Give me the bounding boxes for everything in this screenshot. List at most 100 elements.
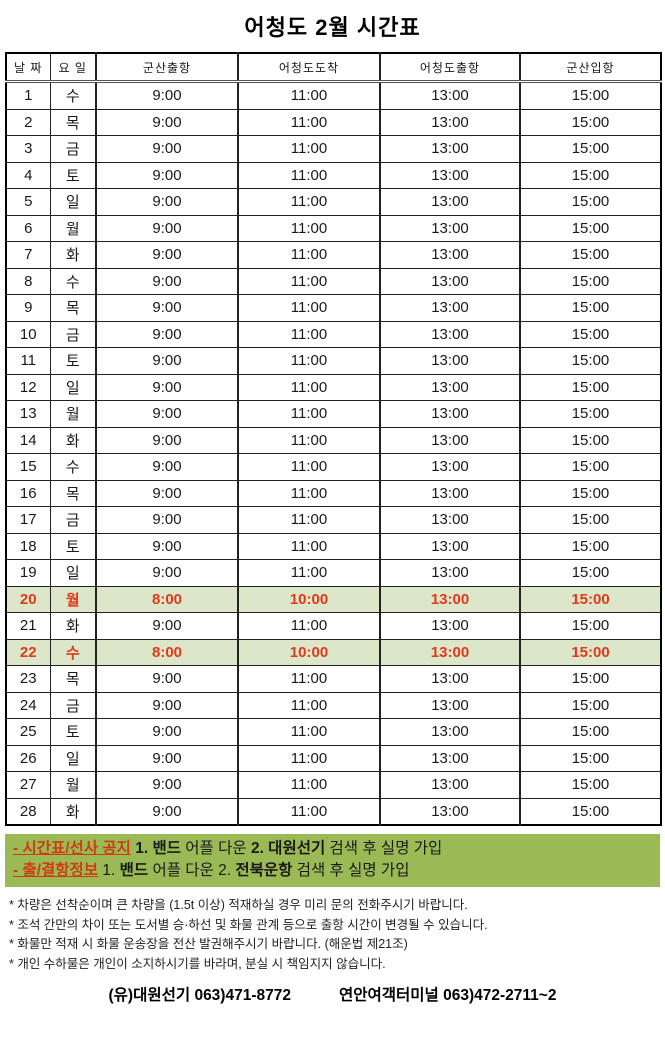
gunsan-depart-cell: 9:00 bbox=[95, 294, 239, 322]
eocheongdo-arrive-cell: 11:00 bbox=[237, 453, 381, 481]
gunsan-arrive-cell: 15:00 bbox=[519, 559, 662, 587]
gunsan-arrive-cell: 15:00 bbox=[519, 771, 662, 799]
gunsan-depart-cell: 9:00 bbox=[95, 797, 239, 826]
day-cell: 월 bbox=[49, 400, 97, 428]
table-row: 22 수 8:00 10:00 13:00 15:00 bbox=[5, 638, 662, 666]
notice-line: - 시간표/선사 공지 1. 밴드 어플 다운 2. 대원선기 검색 후 실명 … bbox=[13, 838, 652, 860]
eocheongdo-depart-cell: 13:00 bbox=[379, 665, 521, 693]
day-cell: 수 bbox=[49, 638, 97, 666]
table-row: 18 토 9:00 11:00 13:00 15:00 bbox=[5, 532, 662, 560]
table-row: 2 목 9:00 11:00 13:00 15:00 bbox=[5, 108, 662, 136]
table-row: 28 화 9:00 11:00 13:00 15:00 bbox=[5, 797, 662, 826]
eocheongdo-arrive-cell: 11:00 bbox=[237, 188, 381, 216]
eocheongdo-arrive-cell: 11:00 bbox=[237, 797, 381, 826]
eocheongdo-depart-cell: 13:00 bbox=[379, 744, 521, 772]
eocheongdo-arrive-cell: 11:00 bbox=[237, 294, 381, 322]
notice-segment: - 시간표/선사 공지 bbox=[13, 840, 131, 857]
table-row: 14 화 9:00 11:00 13:00 15:00 bbox=[5, 426, 662, 454]
gunsan-depart-cell: 9:00 bbox=[95, 188, 239, 216]
gunsan-arrive-cell: 15:00 bbox=[519, 638, 662, 666]
gunsan-depart-cell: 9:00 bbox=[95, 559, 239, 587]
header-gunsan-depart: 군산출항 bbox=[95, 52, 239, 83]
eocheongdo-depart-cell: 13:00 bbox=[379, 241, 521, 269]
footnote-line: * 화물만 적재 시 화물 운송장을 전산 발권해주시기 바랍니다. (해운법 … bbox=[9, 937, 408, 951]
gunsan-arrive-cell: 15:00 bbox=[519, 214, 662, 242]
notice-segment: 1. bbox=[98, 862, 120, 879]
header-day: 요 일 bbox=[49, 52, 97, 83]
date-cell: 13 bbox=[5, 400, 51, 428]
day-cell: 목 bbox=[49, 108, 97, 136]
gunsan-arrive-cell: 15:00 bbox=[519, 691, 662, 719]
day-cell: 화 bbox=[49, 797, 97, 826]
eocheongdo-arrive-cell: 11:00 bbox=[237, 267, 381, 295]
footnote-line: * 차량은 선착순이며 큰 차량을 (1.5t 이상) 적재하실 경우 미리 문… bbox=[9, 898, 468, 912]
notice-segment: 어플 다운 bbox=[180, 840, 251, 857]
contact-footer: (유)대원선기 063)471-8772 연안여객터미널 063)472-271… bbox=[5, 983, 660, 1005]
gunsan-depart-cell: 9:00 bbox=[95, 81, 239, 110]
date-cell: 27 bbox=[5, 771, 51, 799]
eocheongdo-arrive-cell: 11:00 bbox=[237, 691, 381, 719]
gunsan-arrive-cell: 15:00 bbox=[519, 241, 662, 269]
table-row: 9 목 9:00 11:00 13:00 15:00 bbox=[5, 294, 662, 322]
gunsan-depart-cell: 9:00 bbox=[95, 612, 239, 640]
notice-line: - 출/결항정보 1. 밴드 어플 다운 2. 전북운항 검색 후 실명 가입 bbox=[13, 860, 652, 882]
day-cell: 금 bbox=[49, 506, 97, 534]
day-cell: 금 bbox=[49, 320, 97, 348]
date-cell: 12 bbox=[5, 373, 51, 401]
gunsan-depart-cell: 9:00 bbox=[95, 744, 239, 772]
day-cell: 수 bbox=[49, 453, 97, 481]
gunsan-depart-cell: 9:00 bbox=[95, 347, 239, 375]
day-cell: 수 bbox=[49, 267, 97, 295]
date-cell: 18 bbox=[5, 532, 51, 560]
day-cell: 월 bbox=[49, 771, 97, 799]
gunsan-arrive-cell: 15:00 bbox=[519, 373, 662, 401]
gunsan-depart-cell: 9:00 bbox=[95, 161, 239, 189]
eocheongdo-arrive-cell: 10:00 bbox=[237, 585, 381, 613]
eocheongdo-depart-cell: 13:00 bbox=[379, 188, 521, 216]
eocheongdo-depart-cell: 13:00 bbox=[379, 426, 521, 454]
eocheongdo-arrive-cell: 11:00 bbox=[237, 347, 381, 375]
date-cell: 25 bbox=[5, 718, 51, 746]
gunsan-arrive-cell: 15:00 bbox=[519, 161, 662, 189]
eocheongdo-depart-cell: 13:00 bbox=[379, 559, 521, 587]
eocheongdo-depart-cell: 13:00 bbox=[379, 718, 521, 746]
date-cell: 14 bbox=[5, 426, 51, 454]
eocheongdo-depart-cell: 13:00 bbox=[379, 771, 521, 799]
eocheongdo-depart-cell: 13:00 bbox=[379, 347, 521, 375]
gunsan-depart-cell: 9:00 bbox=[95, 108, 239, 136]
eocheongdo-depart-cell: 13:00 bbox=[379, 81, 521, 110]
day-cell: 목 bbox=[49, 665, 97, 693]
gunsan-arrive-cell: 15:00 bbox=[519, 612, 662, 640]
date-cell: 15 bbox=[5, 453, 51, 481]
eocheongdo-arrive-cell: 11:00 bbox=[237, 532, 381, 560]
eocheongdo-depart-cell: 13:00 bbox=[379, 797, 521, 826]
date-cell: 28 bbox=[5, 797, 51, 826]
table-row: 15 수 9:00 11:00 13:00 15:00 bbox=[5, 453, 662, 481]
eocheongdo-depart-cell: 13:00 bbox=[379, 585, 521, 613]
eocheongdo-depart-cell: 13:00 bbox=[379, 373, 521, 401]
footnote-line: * 개인 수하물은 개인이 소지하시기를 바라며, 분실 시 책임지지 않습니다… bbox=[9, 956, 386, 971]
notice-segment: 어플 다운 2. bbox=[148, 862, 236, 879]
eocheongdo-arrive-cell: 11:00 bbox=[237, 665, 381, 693]
table-row: 8 수 9:00 11:00 13:00 15:00 bbox=[5, 267, 662, 295]
gunsan-arrive-cell: 15:00 bbox=[519, 426, 662, 454]
gunsan-arrive-cell: 15:00 bbox=[519, 718, 662, 746]
table-row: 10 금 9:00 11:00 13:00 15:00 bbox=[5, 320, 662, 348]
date-cell: 4 bbox=[5, 161, 51, 189]
header-eocheongdo-arrive: 어청도도착 bbox=[237, 52, 381, 83]
gunsan-depart-cell: 9:00 bbox=[95, 400, 239, 428]
eocheongdo-depart-cell: 13:00 bbox=[379, 161, 521, 189]
date-cell: 20 bbox=[5, 585, 51, 613]
date-cell: 16 bbox=[5, 479, 51, 507]
eocheongdo-arrive-cell: 11:00 bbox=[237, 108, 381, 136]
gunsan-arrive-cell: 15:00 bbox=[519, 108, 662, 136]
gunsan-arrive-cell: 15:00 bbox=[519, 453, 662, 481]
day-cell: 일 bbox=[49, 373, 97, 401]
eocheongdo-depart-cell: 13:00 bbox=[379, 108, 521, 136]
date-cell: 2 bbox=[5, 108, 51, 136]
eocheongdo-arrive-cell: 11:00 bbox=[237, 320, 381, 348]
notice-segment: - 출/결항정보 bbox=[13, 862, 99, 879]
date-cell: 5 bbox=[5, 188, 51, 216]
footnote-line: * 조석 간만의 차이 또는 도서별 승·하선 및 화물 관계 등으로 출항 시… bbox=[9, 917, 488, 932]
eocheongdo-arrive-cell: 11:00 bbox=[237, 373, 381, 401]
